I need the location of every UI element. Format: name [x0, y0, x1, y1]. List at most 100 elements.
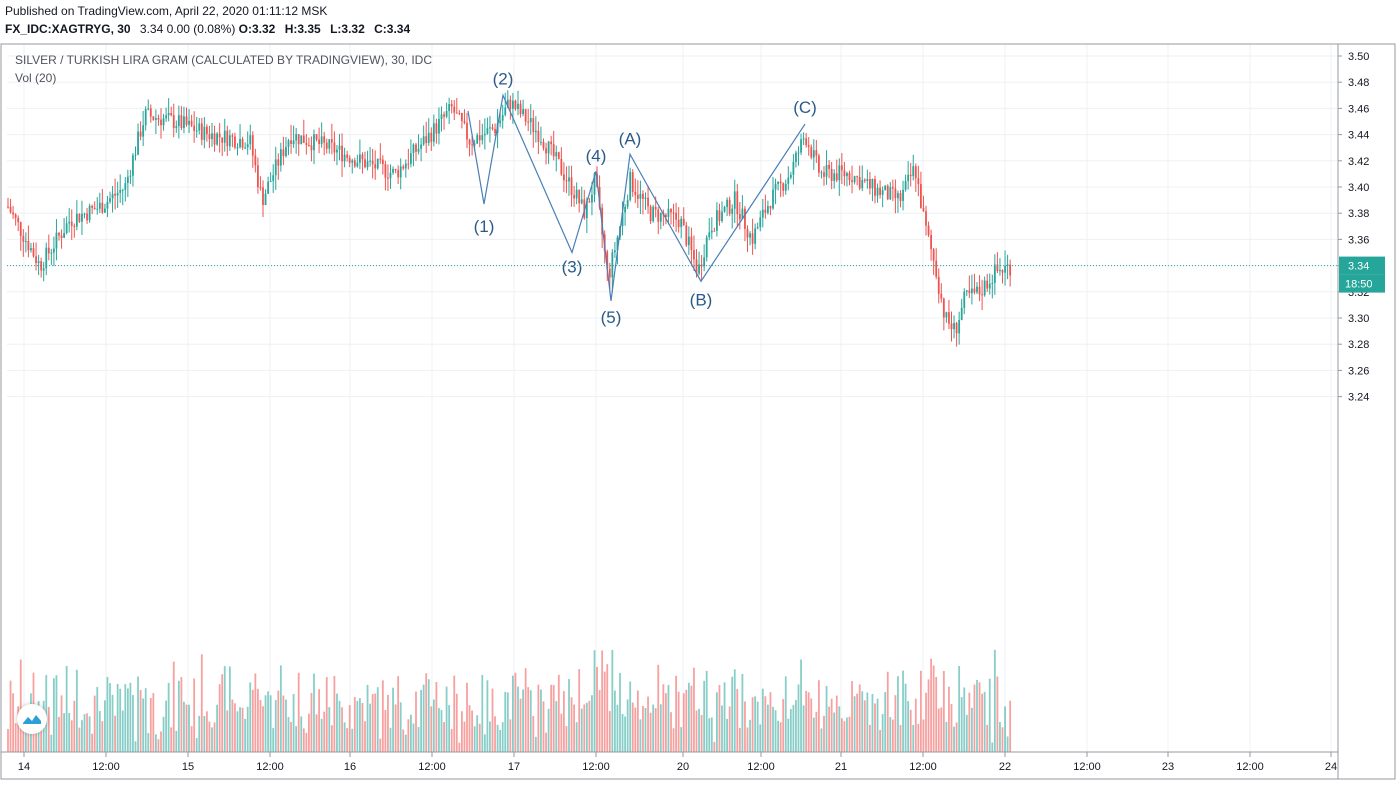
- candle-body: [129, 175, 132, 177]
- volume-bar: [537, 684, 540, 752]
- candle-body: [445, 111, 448, 117]
- volume-bar: [124, 684, 127, 752]
- candle-body: [478, 135, 481, 141]
- volume-bar: [884, 692, 887, 752]
- volume-bar: [935, 677, 938, 752]
- volume-bar: [364, 721, 366, 752]
- candle-body: [272, 175, 275, 181]
- candle-body: [221, 137, 224, 143]
- volume-bar: [983, 691, 986, 752]
- volume-bar: [828, 706, 830, 752]
- time-tick-label: 12:00: [256, 761, 284, 773]
- volume-bar: [404, 734, 407, 752]
- candle-body: [909, 174, 912, 177]
- volume-bar: [257, 688, 259, 752]
- volume-bar: [60, 695, 63, 752]
- volume-bar: [389, 727, 392, 752]
- volume-bar: [407, 719, 410, 752]
- candle-body: [262, 187, 264, 206]
- candle-body: [137, 131, 139, 155]
- volume-bar: [897, 676, 899, 752]
- candle-body: [907, 174, 910, 182]
- candle-body: [440, 114, 443, 119]
- candle-body: [279, 149, 282, 166]
- candle-body: [88, 205, 91, 221]
- candle-body: [310, 145, 313, 151]
- price-tick-label: 3.46: [1348, 103, 1369, 115]
- candle-body: [815, 150, 818, 156]
- candle-body: [165, 115, 167, 119]
- volume-bar: [746, 727, 749, 752]
- volume-bar: [534, 736, 537, 752]
- volume-bar: [914, 698, 917, 752]
- candle-body: [614, 250, 616, 253]
- candle-body: [124, 183, 127, 190]
- candle-body: [840, 165, 843, 171]
- time-tick-label: 20: [677, 761, 689, 773]
- volume-bar: [223, 666, 226, 752]
- tradingview-logo-icon[interactable]: [17, 704, 47, 734]
- volume-bar: [552, 684, 555, 752]
- candle-body: [654, 206, 657, 210]
- volume-bar: [330, 725, 333, 752]
- candle-body: [7, 206, 9, 208]
- candle-body: [188, 120, 190, 125]
- candle-body: [162, 118, 165, 126]
- volume-bar: [295, 726, 298, 752]
- volume-bar: [170, 727, 173, 752]
- candle-body: [206, 126, 208, 135]
- volume-bar: [333, 676, 336, 752]
- candle-body: [585, 201, 588, 219]
- candle-body: [779, 181, 782, 184]
- candle-body: [1009, 264, 1012, 276]
- volume-bar: [320, 718, 323, 752]
- candle-body: [514, 100, 517, 110]
- volume-bar: [73, 700, 76, 752]
- candle-body: [170, 113, 173, 116]
- wave-label: (5): [601, 308, 622, 327]
- volume-bar: [680, 727, 683, 752]
- candle-body: [45, 247, 48, 269]
- volume-bar: [708, 718, 711, 752]
- candle-body: [333, 142, 336, 153]
- candle-body: [494, 128, 496, 134]
- candle-body: [83, 213, 86, 215]
- candle-body: [1006, 264, 1009, 266]
- volume-bar: [155, 734, 157, 752]
- candle-body: [897, 193, 899, 199]
- open-value: O:3.32: [238, 22, 276, 36]
- candle-body: [198, 123, 201, 131]
- candle-body: [588, 201, 591, 203]
- candle-body: [435, 123, 438, 134]
- volume-bar: [262, 706, 264, 752]
- volume-bar: [848, 716, 851, 752]
- volume-bar: [412, 723, 415, 752]
- candle-body: [624, 206, 626, 213]
- candle-body: [60, 235, 63, 238]
- candle-body: [708, 232, 711, 238]
- candle-body: [302, 135, 305, 143]
- candle-body: [343, 154, 346, 162]
- candle-body: [410, 153, 412, 164]
- candle-body: [328, 139, 331, 149]
- candle-body: [537, 130, 540, 142]
- candle-body: [789, 174, 792, 178]
- volume-bar: [208, 721, 211, 752]
- price-tick-label: 3.42: [1348, 156, 1369, 168]
- candle-body: [257, 165, 259, 188]
- volume-bar: [228, 666, 231, 752]
- candle-body: [751, 233, 754, 244]
- volume-bar: [310, 692, 313, 752]
- volume-bar: [818, 680, 820, 752]
- candle-body: [772, 189, 774, 209]
- candle-body: [963, 291, 966, 308]
- volume-bar: [555, 701, 558, 752]
- candle-body: [570, 177, 573, 196]
- volume-bar: [381, 680, 384, 752]
- volume-bar: [461, 711, 463, 752]
- candle-body: [950, 323, 953, 330]
- volume-bar: [435, 682, 438, 752]
- volume-bar: [570, 697, 573, 752]
- volume-bar: [856, 693, 859, 752]
